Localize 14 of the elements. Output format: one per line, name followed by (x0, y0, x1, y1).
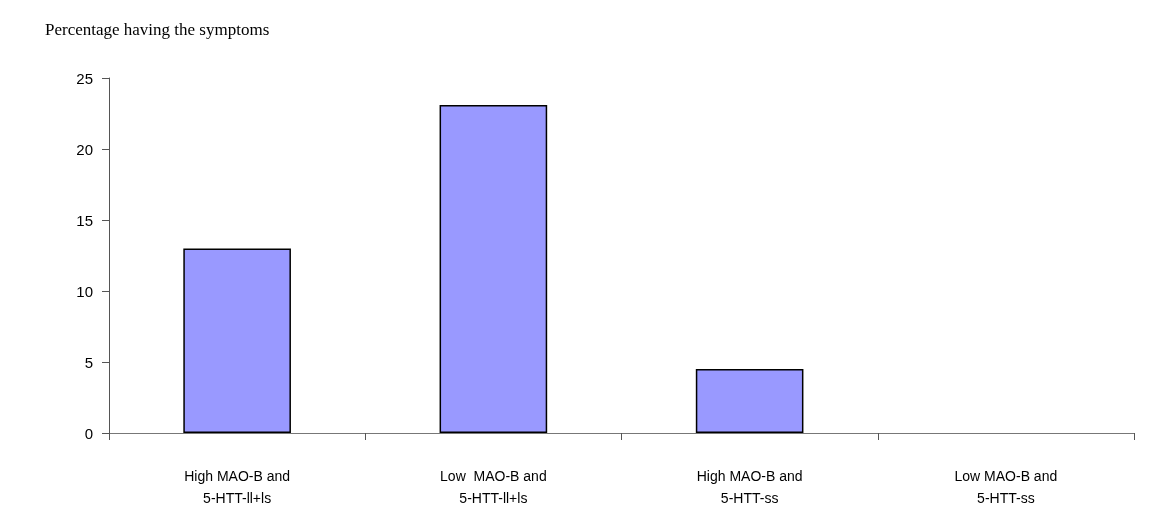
x-tick-label: Low MAO-B and 5-HTT-ss (954, 468, 1058, 506)
chart-title: Percentage having the symptoms (45, 20, 270, 39)
bar (695, 369, 804, 433)
y-tick-label: 0 (84, 424, 93, 442)
x-tick-label: High MAO-B and 5-HTT-ss (696, 468, 803, 506)
bar (439, 104, 548, 433)
y-tick-label: 5 (84, 353, 93, 371)
bar (183, 248, 291, 433)
y-tick-label: 10 (76, 282, 93, 300)
x-tick-label: Low MAO-B and 5-HTT-ll+ls (440, 468, 547, 506)
y-tick-label: 25 (76, 69, 93, 87)
y-tick-label: 15 (76, 211, 93, 229)
y-tick-label: 20 (76, 140, 93, 158)
x-tick-label: High MAO-B and 5-HTT-ll+ls (184, 468, 291, 506)
